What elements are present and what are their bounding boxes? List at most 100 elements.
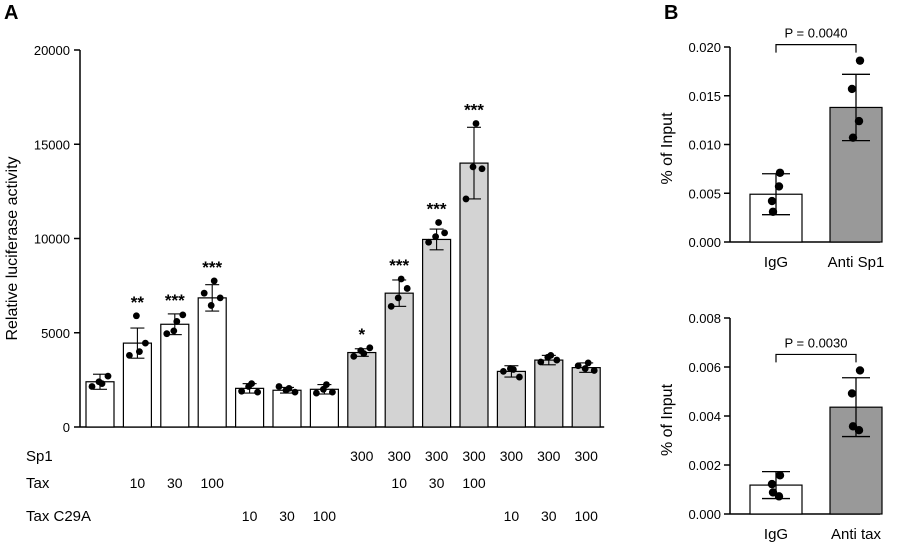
p-value-label: P = 0.0040 — [784, 26, 847, 41]
significance-marker: ** — [131, 293, 145, 312]
condition-row-label: Sp1 — [26, 448, 53, 465]
significance-marker: * — [358, 325, 365, 344]
data-point — [848, 133, 858, 142]
data-point — [133, 312, 140, 320]
bar — [459, 162, 489, 428]
category-label: Anti tax — [831, 526, 882, 543]
data-point — [291, 388, 299, 396]
significance-marker: *** — [389, 256, 409, 275]
data-point — [245, 383, 253, 390]
y-tick-label: 0.000 — [688, 235, 721, 250]
condition-value: 300 — [500, 448, 524, 464]
bar — [571, 367, 601, 428]
condition-row-label: Tax C29A — [26, 508, 91, 525]
bar — [534, 359, 564, 428]
significance-bracket — [775, 353, 857, 363]
significance-marker: *** — [202, 258, 222, 277]
y-tick-label: 15000 — [34, 137, 70, 152]
data-point — [136, 348, 143, 355]
data-point — [584, 359, 592, 367]
data-point — [469, 163, 477, 171]
data-point — [855, 366, 865, 375]
bar — [496, 370, 526, 428]
data-point — [775, 471, 785, 480]
condition-row-label: Tax — [26, 475, 50, 492]
y-tick-label: 10000 — [34, 232, 70, 247]
panel-b-letter: B — [664, 2, 678, 24]
data-point — [170, 327, 178, 335]
data-point — [254, 388, 261, 396]
data-point — [210, 277, 218, 285]
condition-value: 100 — [201, 475, 225, 491]
condition-value: 30 — [279, 508, 295, 524]
data-point — [590, 367, 598, 374]
data-point — [125, 351, 133, 359]
p-value-label: P = 0.0030 — [784, 335, 847, 350]
data-point — [216, 294, 224, 302]
condition-value: 30 — [541, 508, 557, 524]
condition-value: 10 — [242, 508, 258, 524]
data-point — [855, 56, 865, 65]
data-point — [441, 229, 448, 237]
data-point — [774, 492, 784, 501]
data-point — [507, 365, 514, 372]
data-point — [387, 302, 395, 310]
condition-value: 100 — [462, 475, 486, 491]
y-tick-label: 0.005 — [688, 186, 721, 201]
data-point — [435, 219, 442, 226]
data-point — [472, 120, 480, 127]
y-axis-title: Relative luciferase activity — [4, 156, 21, 340]
data-point — [768, 207, 778, 216]
data-point — [581, 365, 589, 372]
bar — [197, 297, 227, 428]
condition-value: 10 — [504, 508, 520, 524]
data-point — [163, 330, 171, 338]
data-point — [854, 426, 864, 435]
data-point — [350, 352, 358, 360]
y-axis-title: % of Input — [659, 383, 676, 456]
panel-a-letter: A — [4, 2, 18, 24]
condition-value: 100 — [575, 508, 599, 524]
significance-marker: *** — [165, 291, 185, 310]
data-point — [313, 389, 320, 397]
data-point — [768, 488, 778, 497]
condition-value: 300 — [388, 448, 412, 464]
data-point — [366, 344, 374, 352]
data-point — [462, 195, 470, 203]
condition-value: 300 — [350, 448, 374, 464]
condition-value: 300 — [425, 448, 449, 464]
y-tick-label: 0.015 — [688, 89, 721, 104]
y-tick-label: 0.020 — [688, 40, 721, 55]
data-point — [425, 238, 432, 246]
data-point — [179, 311, 187, 319]
category-label: Anti Sp1 — [828, 254, 885, 271]
data-point — [403, 285, 411, 292]
condition-value: 300 — [575, 448, 599, 464]
bar — [272, 389, 302, 428]
y-tick-label: 0 — [63, 420, 70, 435]
condition-value: 300 — [537, 448, 561, 464]
data-point — [357, 347, 365, 355]
data-point — [207, 302, 215, 309]
bar — [347, 351, 377, 428]
data-point — [320, 385, 327, 393]
luciferase-chart: 0 5000 10000 15000 20000 Relative luciferase … — [4, 43, 605, 525]
data-point — [173, 318, 181, 325]
data-point — [516, 373, 523, 381]
data-point — [847, 84, 857, 94]
data-point — [848, 422, 858, 431]
data-point — [847, 389, 857, 398]
y-tick-label: 0.000 — [688, 507, 721, 522]
data-point — [767, 196, 777, 206]
condition-value: 30 — [167, 475, 183, 491]
data-point — [397, 275, 405, 283]
data-point — [500, 367, 507, 375]
data-point — [88, 383, 96, 390]
y-tick-label: 0.006 — [688, 360, 721, 375]
data-point — [394, 294, 402, 302]
condition-value: 300 — [462, 448, 486, 464]
bar — [422, 238, 452, 428]
data-point — [432, 233, 439, 241]
data-point — [574, 362, 582, 370]
y-tick-label: 0.008 — [688, 311, 721, 326]
